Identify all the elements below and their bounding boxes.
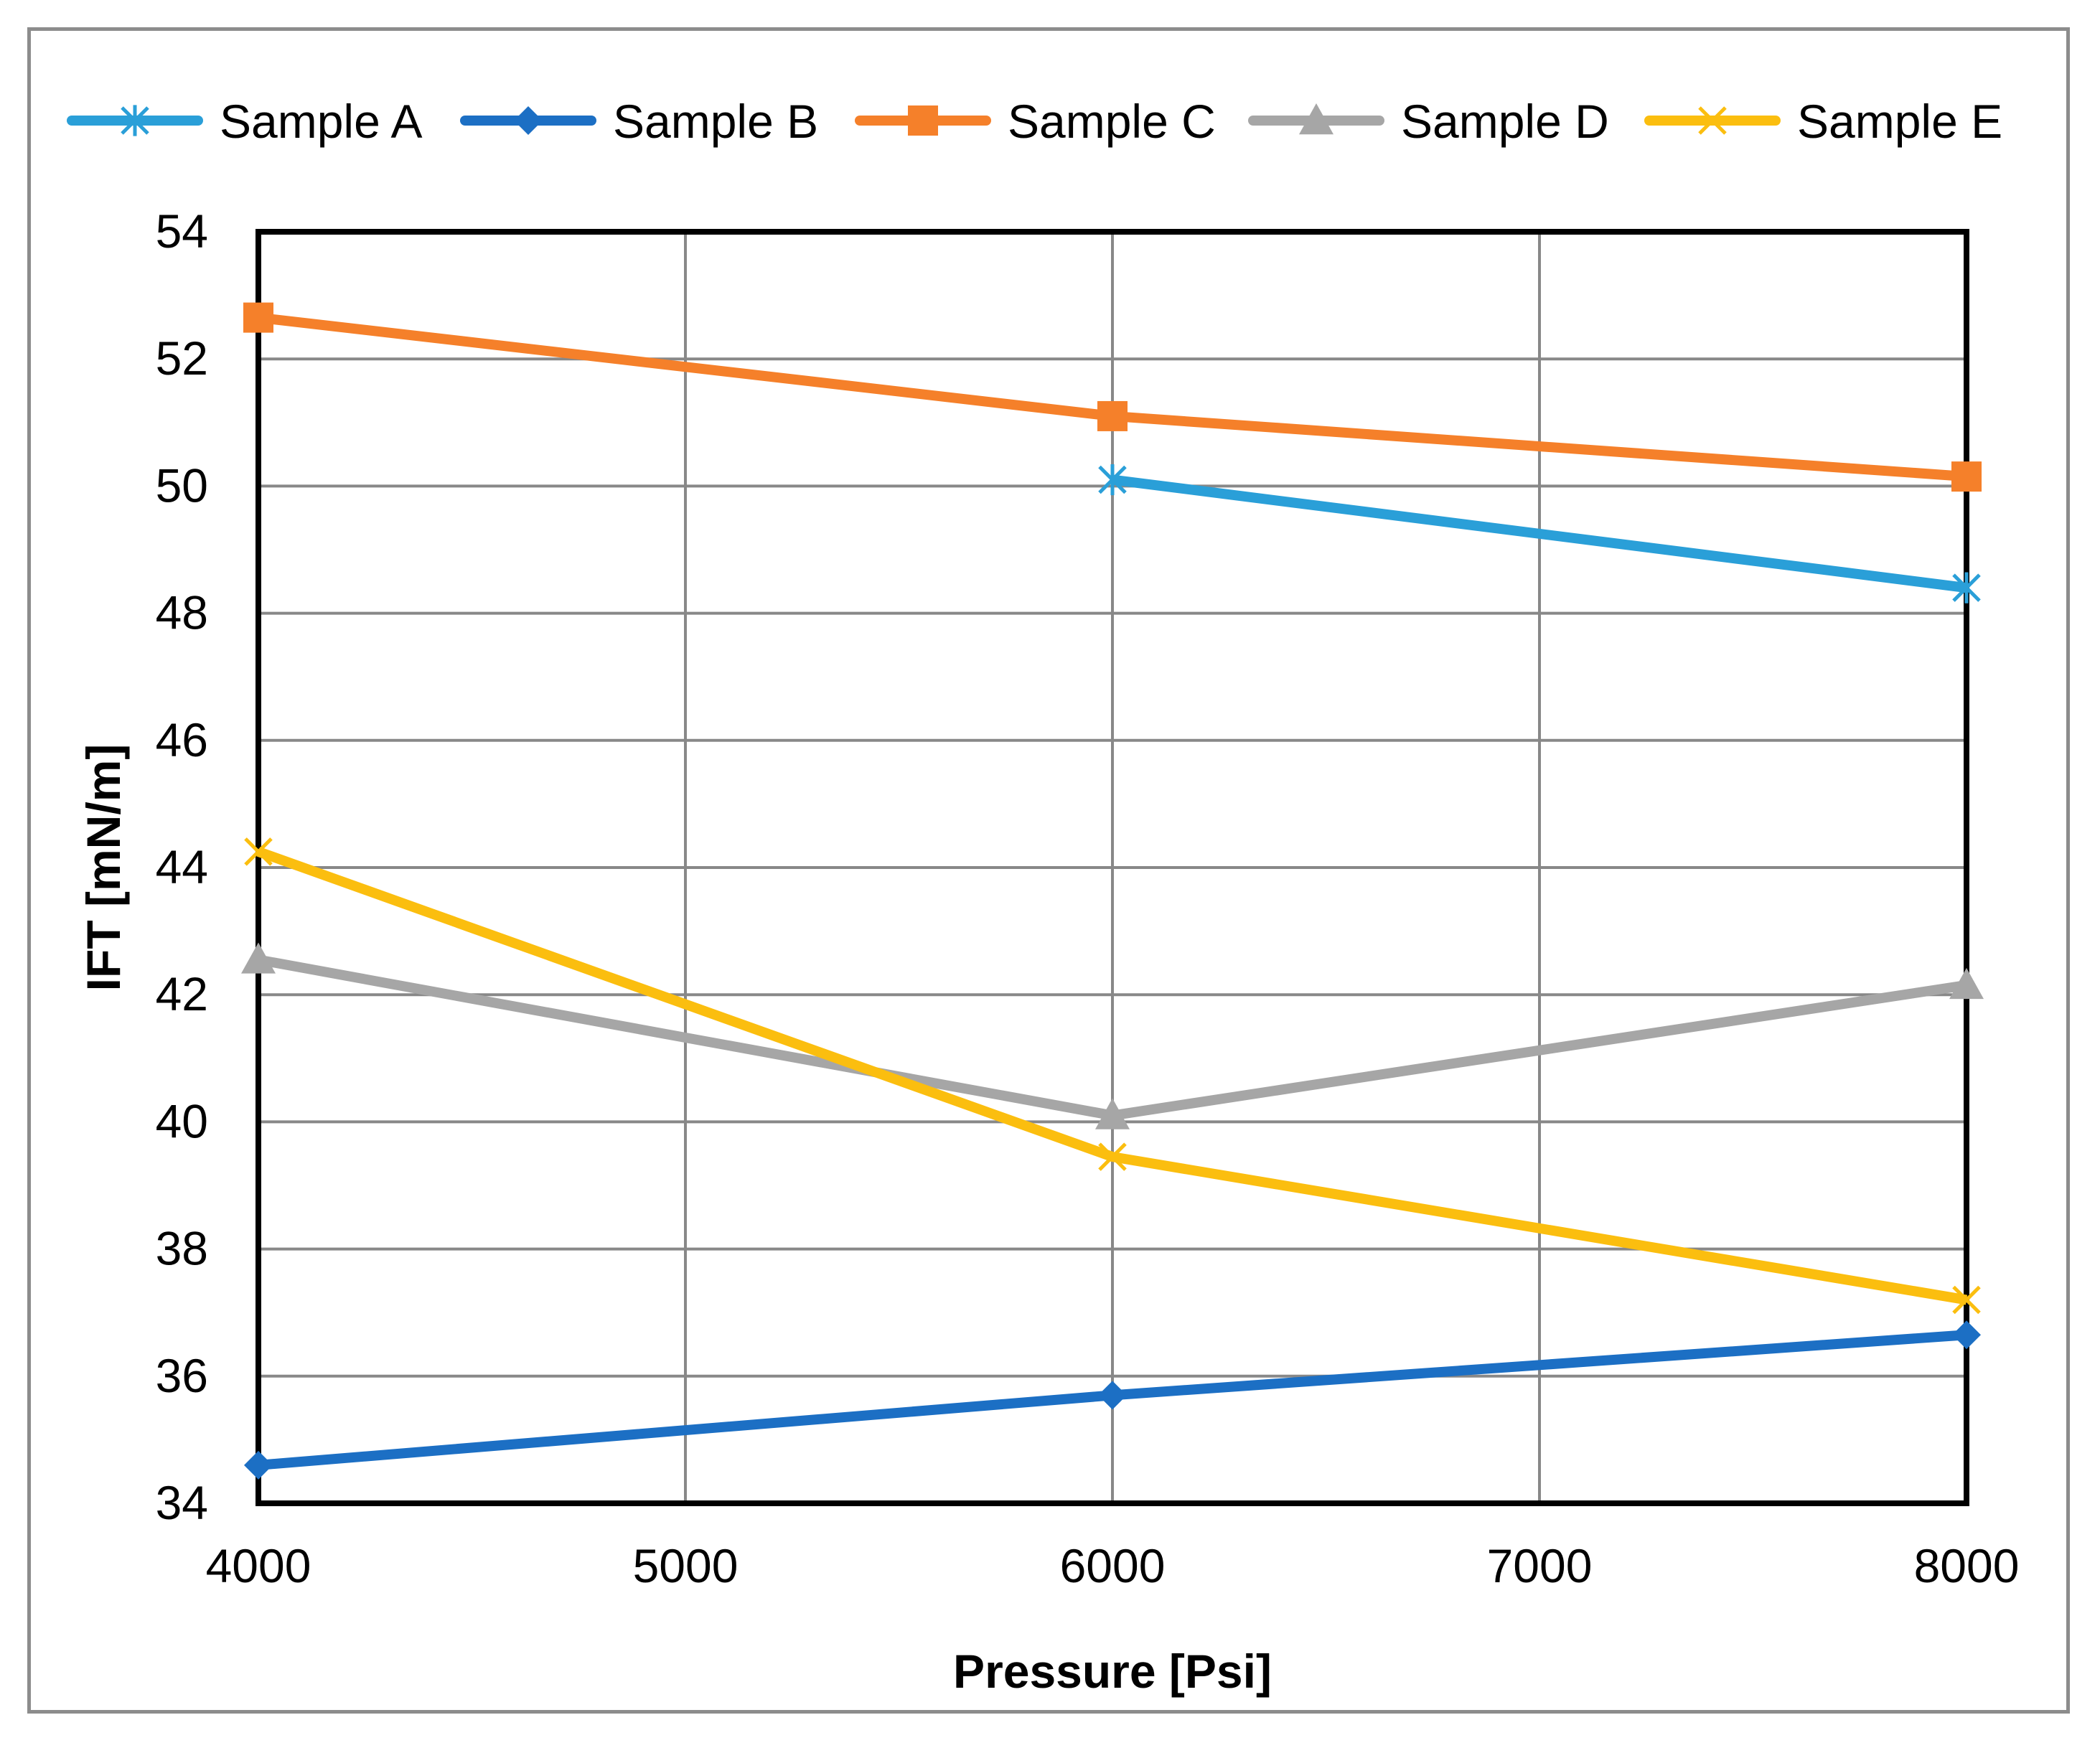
x-tick-label: 7000: [1487, 1539, 1593, 1592]
data-point-sample-c: [243, 302, 273, 333]
plot-area-border: [256, 229, 1969, 1506]
y-tick-label: 54: [156, 205, 208, 258]
legend-marker: [908, 105, 938, 136]
data-point-sample-b: [1952, 1320, 1981, 1350]
series-line-sample-a: [1112, 474, 1967, 593]
legend: Sample A Sample B Sample C Sample D Sample E: [67, 95, 2002, 148]
legend-item-sample-a: Sample A: [67, 95, 423, 148]
series-sample-c: [243, 302, 1982, 492]
legend-label: Sample A: [220, 95, 423, 148]
legend-marker: [1299, 103, 1333, 135]
y-axis-title: IFT [mN/m]: [77, 744, 130, 992]
data-point-sample-d: [241, 942, 276, 974]
legend-label: Sample C: [1008, 95, 1216, 148]
data-point-sample-e: [244, 837, 273, 866]
y-tick-label: 44: [156, 840, 208, 893]
data-point-sample-a: [1952, 572, 1981, 603]
data-point-sample-e: [1952, 1285, 1981, 1315]
series-layer: [241, 302, 1984, 1480]
data-point-sample-c: [1951, 461, 1982, 492]
legend-label: Sample E: [1797, 95, 2002, 148]
data-point-sample-b: [244, 1450, 273, 1480]
x-tick-label: 6000: [1060, 1539, 1166, 1592]
legend-marker: [121, 105, 149, 136]
x-tick-label: 8000: [1914, 1539, 2020, 1592]
legend-item-sample-b: Sample B: [460, 95, 818, 148]
legend-marker: [514, 106, 543, 135]
data-point-sample-c: [1097, 400, 1128, 431]
tick-labels: 34 36 38 40 42 44 46 48 50 52 54 4000 5000 6000 7000 80…: [156, 205, 2020, 1592]
data-point-sample-e: [1098, 1142, 1127, 1171]
series-sample-d: [241, 942, 1984, 1129]
legend-item-sample-c: Sample C: [855, 95, 1216, 148]
legend-label: Sample B: [613, 95, 818, 148]
legend-item-sample-e: Sample E: [1644, 95, 2002, 148]
legend-item-sample-d: Sample D: [1248, 95, 1609, 148]
legend-label: Sample D: [1401, 95, 1609, 148]
y-tick-label: 34: [156, 1476, 208, 1529]
series-sample-b: [244, 1320, 1981, 1480]
y-tick-label: 46: [156, 713, 208, 766]
data-point-sample-b: [1098, 1381, 1127, 1410]
x-axis-title: Pressure [Psi]: [953, 1645, 1272, 1698]
chart-frame: [27, 27, 2070, 1714]
y-tick-label: 40: [156, 1094, 208, 1147]
y-tick-label: 36: [156, 1349, 208, 1402]
x-tick-label: 4000: [206, 1539, 311, 1592]
legend-marker: [1698, 106, 1727, 135]
y-tick-label: 48: [156, 586, 208, 639]
series-sample-a: [1098, 464, 1981, 603]
y-tick-label: 42: [156, 967, 208, 1020]
series-sample-e: [244, 837, 1981, 1315]
data-point-sample-d: [1949, 967, 1984, 1000]
x-tick-label: 5000: [633, 1539, 739, 1592]
y-tick-label: 52: [156, 332, 208, 385]
data-point-sample-d: [1095, 1098, 1130, 1129]
data-point-sample-a: [1098, 464, 1127, 496]
y-tick-label: 38: [156, 1222, 208, 1275]
y-tick-label: 50: [156, 459, 208, 512]
